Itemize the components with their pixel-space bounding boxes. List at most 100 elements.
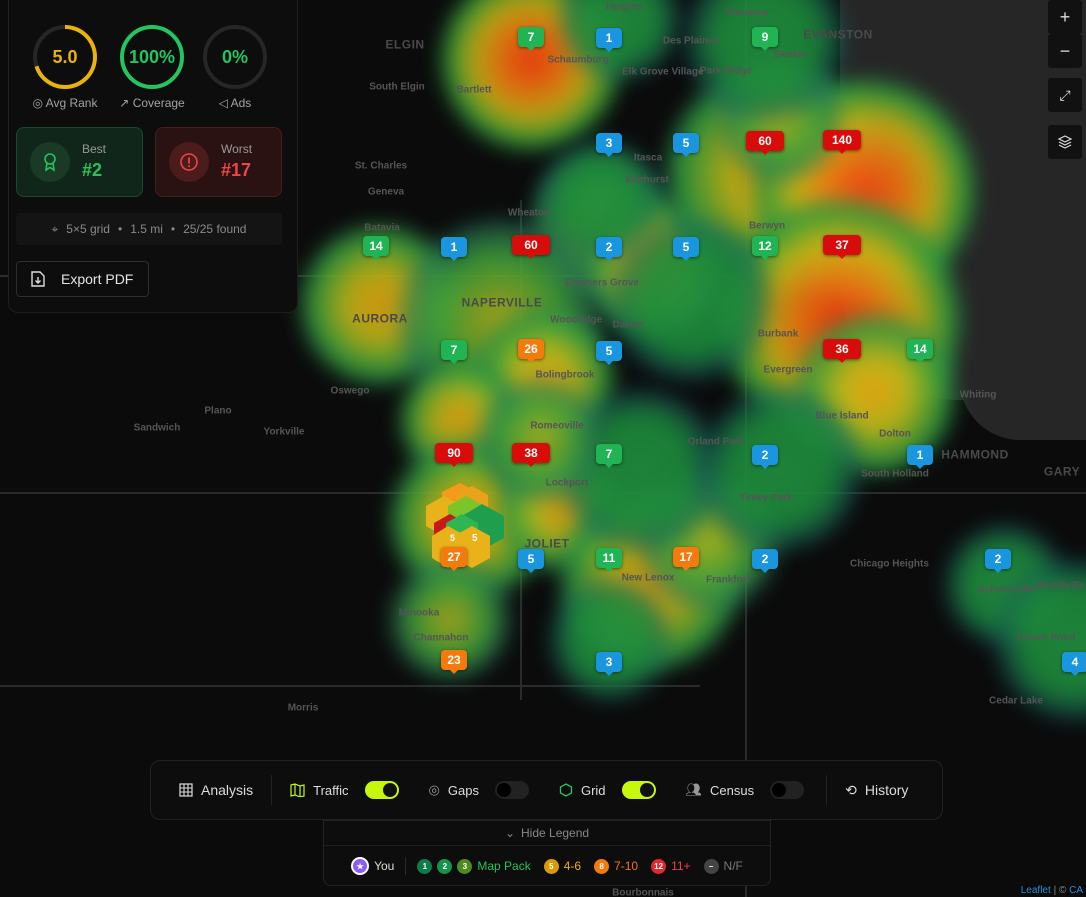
grid-toggle[interactable] (621, 781, 656, 799)
rank-marker[interactable]: 1 (596, 28, 622, 52)
minus-icon: − (1059, 40, 1071, 61)
place-label: Bartlett (456, 84, 492, 96)
census-toggle-group: 👥︎ Census (686, 781, 805, 799)
rank-marker[interactable]: 60 (512, 235, 550, 259)
grid-info: ⌖ 5×5 grid • 1.5 mi • 25/25 found (16, 213, 282, 245)
grid-toggle-group: Grid (559, 781, 656, 799)
rank-marker[interactable]: 140 (823, 130, 861, 154)
map-toolbar: Analysis Traffic ◎ Gaps Grid 👥︎ Census ⟲… (150, 760, 943, 820)
ads-gauge: 0% (203, 25, 267, 89)
rank-marker[interactable]: 26 (518, 339, 544, 363)
place-label: Des Plaines (662, 35, 720, 47)
rank-marker[interactable]: 36 (823, 339, 861, 363)
rank-marker[interactable]: 5 (673, 237, 699, 261)
rank-marker[interactable]: 2 (596, 237, 622, 261)
divider (271, 775, 273, 805)
place-label: Plano (204, 405, 232, 417)
rank-marker[interactable]: 23 (441, 650, 467, 674)
place-label: New Lenox (621, 572, 675, 584)
rank-marker[interactable]: 27 (441, 547, 467, 571)
grid-table-icon (179, 783, 193, 797)
rank-marker[interactable]: 12 (752, 236, 778, 260)
zoom-in-button[interactable]: + (1048, 0, 1082, 34)
place-label: Oswego (330, 385, 370, 397)
rank-marker[interactable]: 2 (752, 549, 778, 573)
place-label: Geneva (367, 186, 405, 198)
rank-marker[interactable]: 5 (518, 549, 544, 573)
place-label: Tinley Park (739, 492, 793, 504)
place-label: Park Ridge (699, 65, 753, 77)
legend-dot-4-6: 5 (543, 858, 559, 874)
rank-marker[interactable]: 7 (441, 340, 467, 364)
place-label: South Elgin (369, 81, 425, 93)
rank-marker[interactable]: 90 (435, 443, 473, 467)
leaflet-link[interactable]: Leaflet (1020, 885, 1051, 896)
place-label: EVANSTON (803, 27, 873, 42)
layers-icon (1057, 135, 1073, 149)
worst-rank-card: Worst #17 (155, 127, 282, 197)
worst-value: #17 (221, 160, 252, 180)
rank-marker[interactable]: 5 (673, 133, 699, 157)
place-label: South Holland (861, 468, 929, 480)
grid-radius: 1.5 mi (130, 222, 163, 236)
you-hex-label: 5 (450, 533, 455, 543)
fullscreen-button[interactable]: ⤢ (1048, 78, 1082, 112)
place-label: AURORA (352, 311, 408, 326)
map-pin-icon: ⌖ (51, 221, 59, 236)
award-icon (30, 142, 70, 182)
heatmap-blob (480, 380, 600, 500)
place-label: Bolingbrook (535, 369, 595, 381)
users-icon: 👥︎ (685, 782, 703, 797)
rank-marker[interactable]: 2 (752, 445, 778, 469)
history-button[interactable]: ⟲ History (845, 782, 908, 799)
place-label: Cedar Lake (989, 695, 1043, 707)
rank-marker[interactable]: 5 (596, 341, 622, 365)
place-label: Elk Grove Village (622, 66, 704, 78)
place-label: JOLIET (524, 536, 570, 551)
coverage-value: 100% (128, 46, 176, 67)
carto-link[interactable]: CA (1069, 885, 1083, 896)
rank-marker[interactable]: 4 (1062, 652, 1086, 676)
rank-marker[interactable]: 9 (752, 27, 778, 51)
rank-marker[interactable]: 1 (907, 445, 933, 469)
place-label: Heights (605, 1, 643, 13)
rank-marker[interactable]: 11 (596, 548, 622, 572)
rank-marker[interactable]: 3 (596, 133, 622, 157)
analysis-button[interactable]: Analysis (179, 782, 253, 798)
gaps-label: Gaps (447, 782, 479, 798)
place-label: Burbank (757, 328, 799, 340)
place-label: Batavia (364, 222, 400, 234)
ads-value: 0% (221, 46, 248, 67)
rank-marker[interactable]: 1 (441, 237, 467, 261)
traffic-toggle[interactable] (364, 781, 399, 799)
rank-marker[interactable]: 3 (596, 652, 622, 676)
ads-label: ◁ Ads (219, 96, 252, 110)
layers-button[interactable] (1048, 125, 1082, 159)
place-label: Channahon (413, 632, 469, 644)
rank-marker[interactable]: 60 (746, 131, 784, 155)
heatmap-blob (700, 390, 860, 550)
place-label: ELGIN (385, 37, 425, 52)
rank-marker[interactable]: 17 (673, 547, 699, 571)
rank-marker[interactable]: 2 (985, 549, 1011, 573)
hide-legend-button[interactable]: ⌄ Hide Legend (324, 821, 770, 846)
history-icon: ⟲ (845, 781, 857, 798)
best-label: Best (82, 142, 107, 156)
place-label: Skokie (773, 49, 807, 61)
target-icon: ◎ (32, 96, 43, 110)
rank-marker[interactable]: 7 (596, 444, 622, 468)
rank-marker[interactable]: 7 (518, 27, 544, 51)
zoom-out-button[interactable]: − (1048, 34, 1082, 68)
rank-marker[interactable]: 37 (823, 235, 861, 259)
rank-marker[interactable]: 14 (363, 236, 389, 260)
rank-marker[interactable]: 14 (907, 339, 933, 363)
megaphone-icon: ◁ (218, 96, 228, 110)
export-pdf-button[interactable]: Export PDF (16, 261, 149, 297)
census-toggle[interactable] (770, 781, 805, 799)
gaps-toggle[interactable] (494, 781, 529, 799)
gaps-toggle-group: ◎ Gaps (429, 781, 529, 799)
rank-marker[interactable]: 38 (512, 443, 550, 467)
place-label: Lockport (545, 477, 589, 489)
place-label: Woodridge (549, 314, 603, 326)
